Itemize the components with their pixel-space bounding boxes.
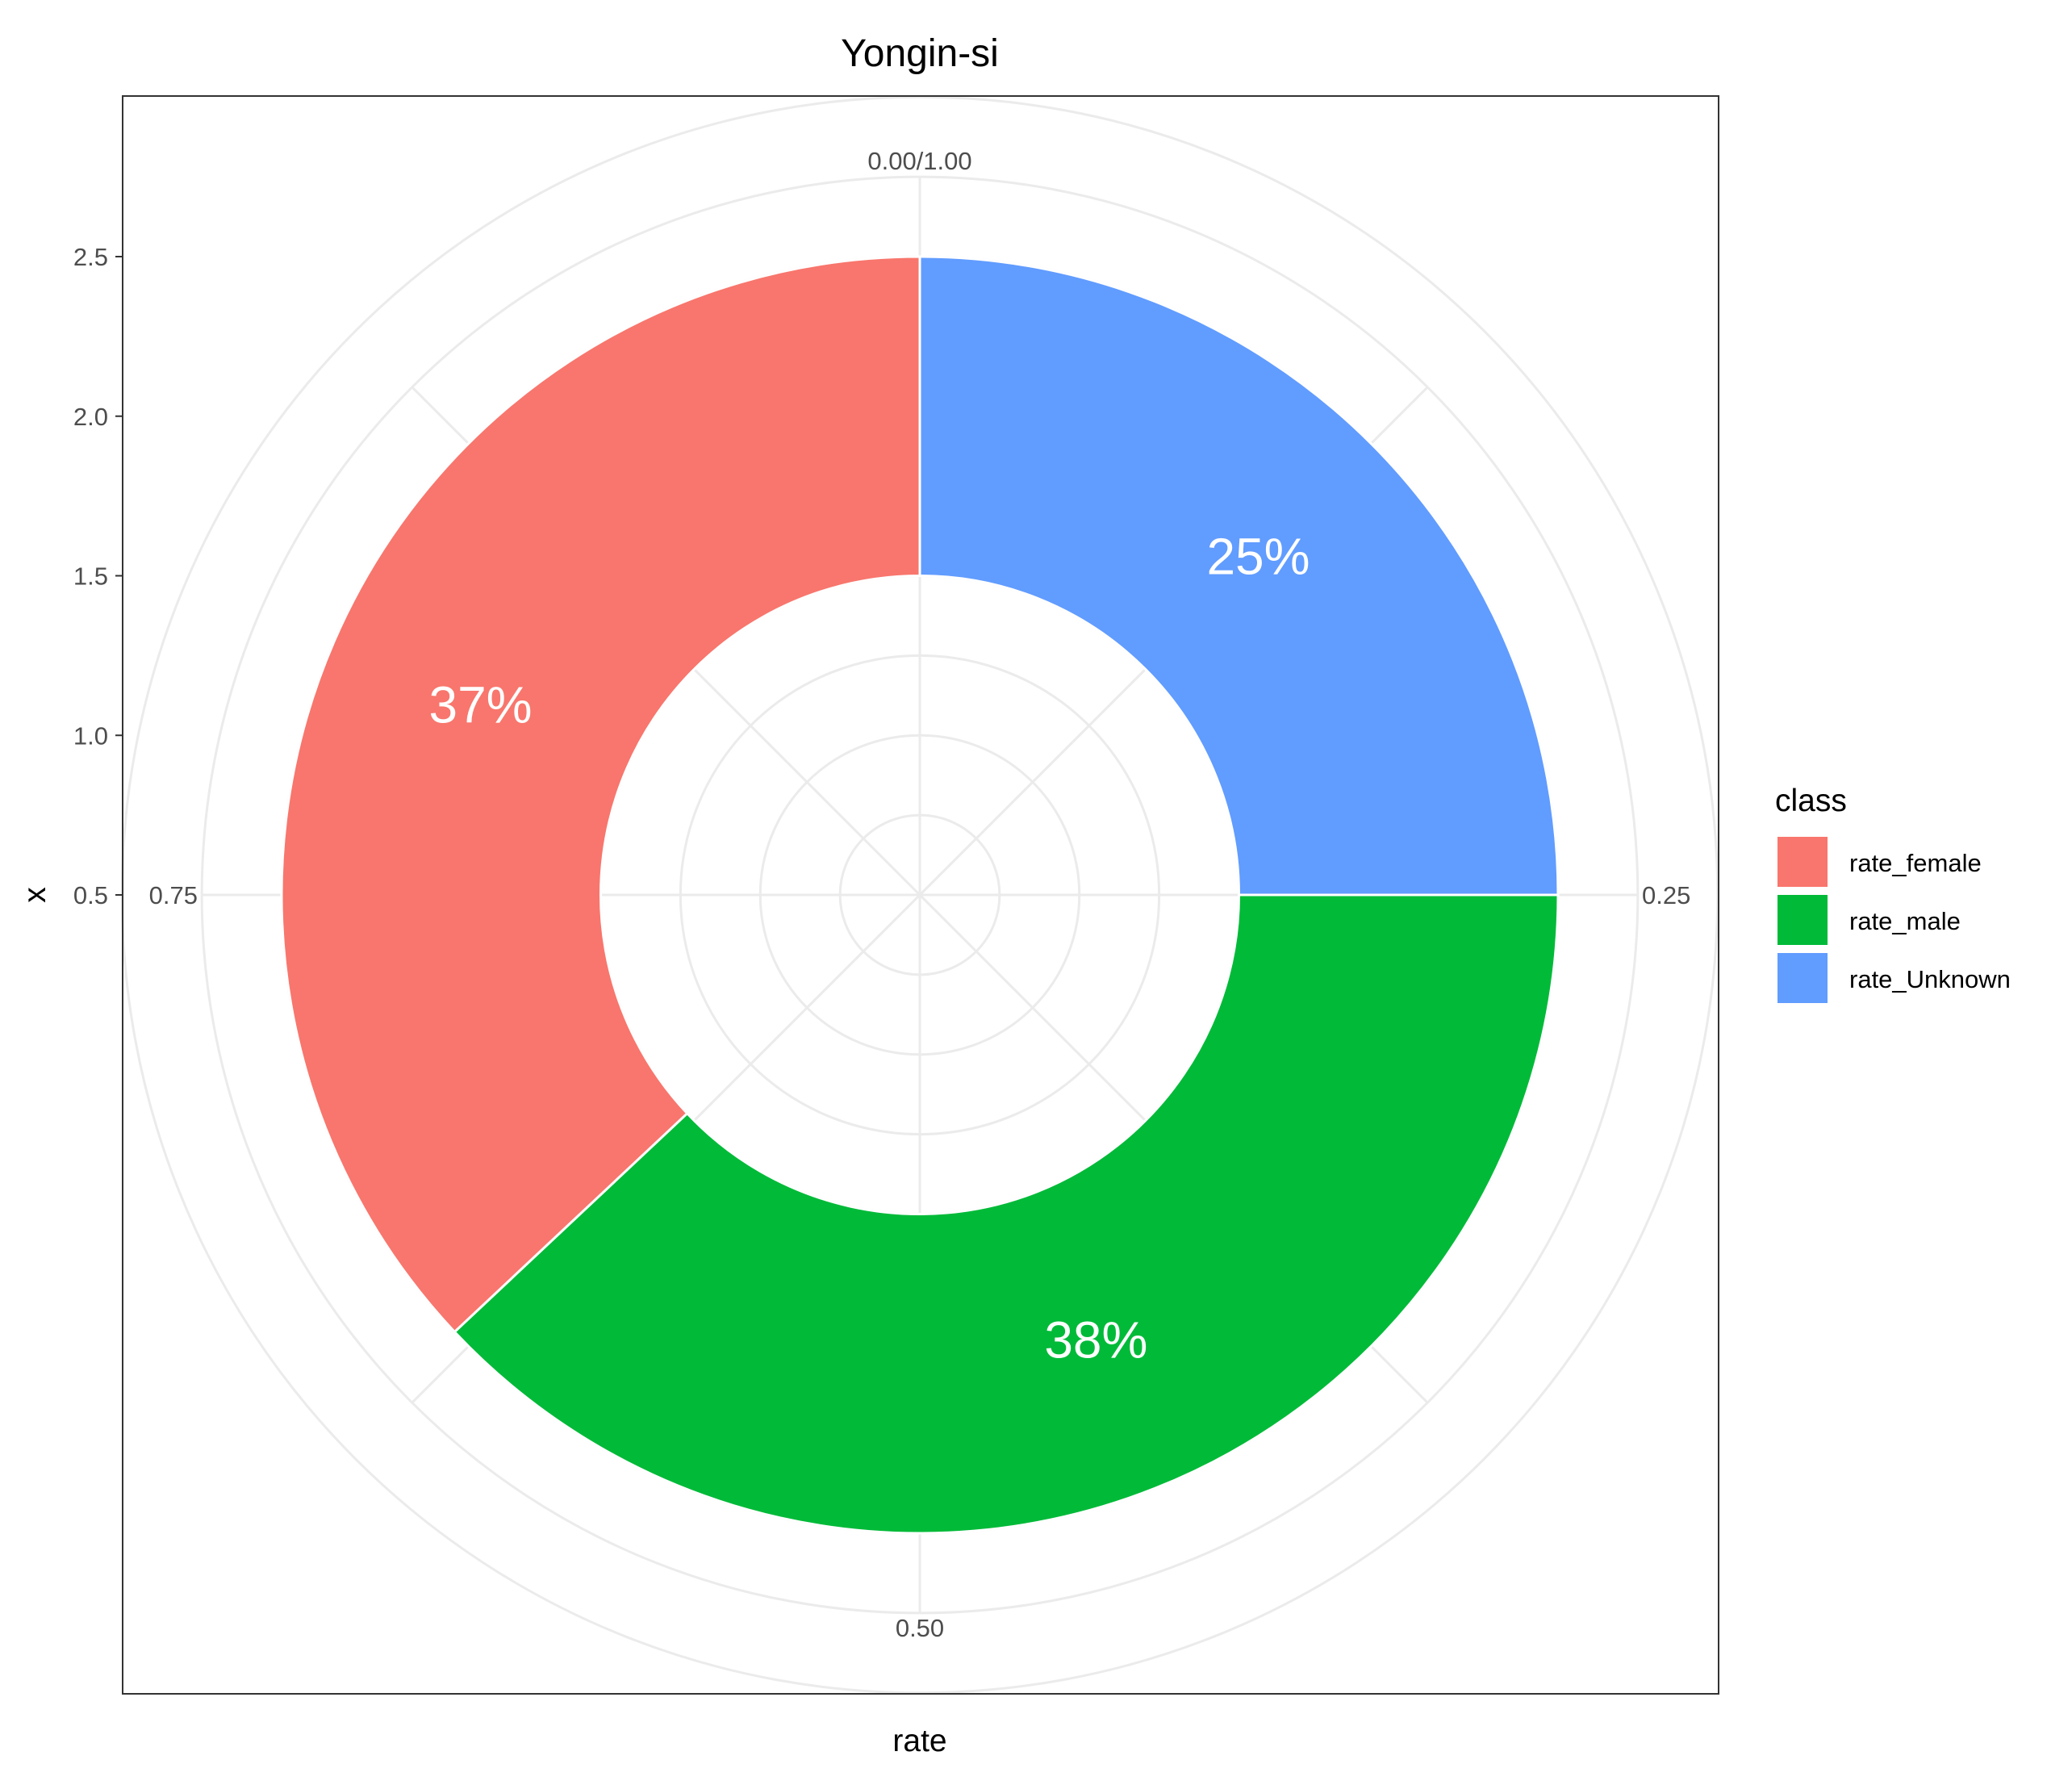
legend-label-rate-male: rate_male xyxy=(1849,907,1961,935)
donut-slices xyxy=(280,255,1560,1535)
legend: class rate_female rate_male rate_Unknown xyxy=(1775,784,2011,1003)
slice-rate-male xyxy=(453,893,1560,1535)
legend-key-rate-male xyxy=(1777,895,1828,945)
chart-title: Yongin-si xyxy=(841,32,999,75)
angle-tick-label: 0.50 xyxy=(896,1614,944,1642)
legend-key-rate-unknown xyxy=(1777,953,1828,1003)
slice-label-rate-female: 37% xyxy=(428,675,532,734)
legend-label-rate-unknown: rate_Unknown xyxy=(1849,965,2011,993)
legend-label-rate-female: rate_female xyxy=(1849,849,1982,877)
angle-tick-label: 0.75 xyxy=(149,881,198,909)
y-tick-label: 1.0 xyxy=(73,721,108,750)
legend-title: class xyxy=(1775,784,1847,818)
slice-label-rate-unknown: 25% xyxy=(1206,528,1310,586)
y-tick-label: 2.5 xyxy=(73,243,108,271)
angle-tick-label: 0.00/1.00 xyxy=(867,147,971,175)
slice-labels: 25% 38% 37% xyxy=(428,528,1310,1369)
y-tick-label: 0.5 xyxy=(73,881,108,909)
y-tick-label: 2.0 xyxy=(73,403,108,431)
y-axis-title: x xyxy=(18,887,52,903)
slice-rate-female xyxy=(280,255,921,1334)
angle-tick-label: 0.25 xyxy=(1642,881,1690,909)
x-axis-title: rate xyxy=(892,1724,946,1758)
slice-rate-unknown xyxy=(918,255,1560,897)
legend-key-rate-female xyxy=(1777,837,1828,887)
y-axis: 0.5 1.0 1.5 2.0 2.5 xyxy=(73,243,123,909)
angle-tick-labels: 0.00/1.00 0.25 0.50 0.75 xyxy=(149,147,1691,1642)
grid-ring xyxy=(200,175,1640,1615)
y-tick-label: 1.5 xyxy=(73,562,108,591)
slice-label-rate-male: 38% xyxy=(1044,1311,1147,1369)
